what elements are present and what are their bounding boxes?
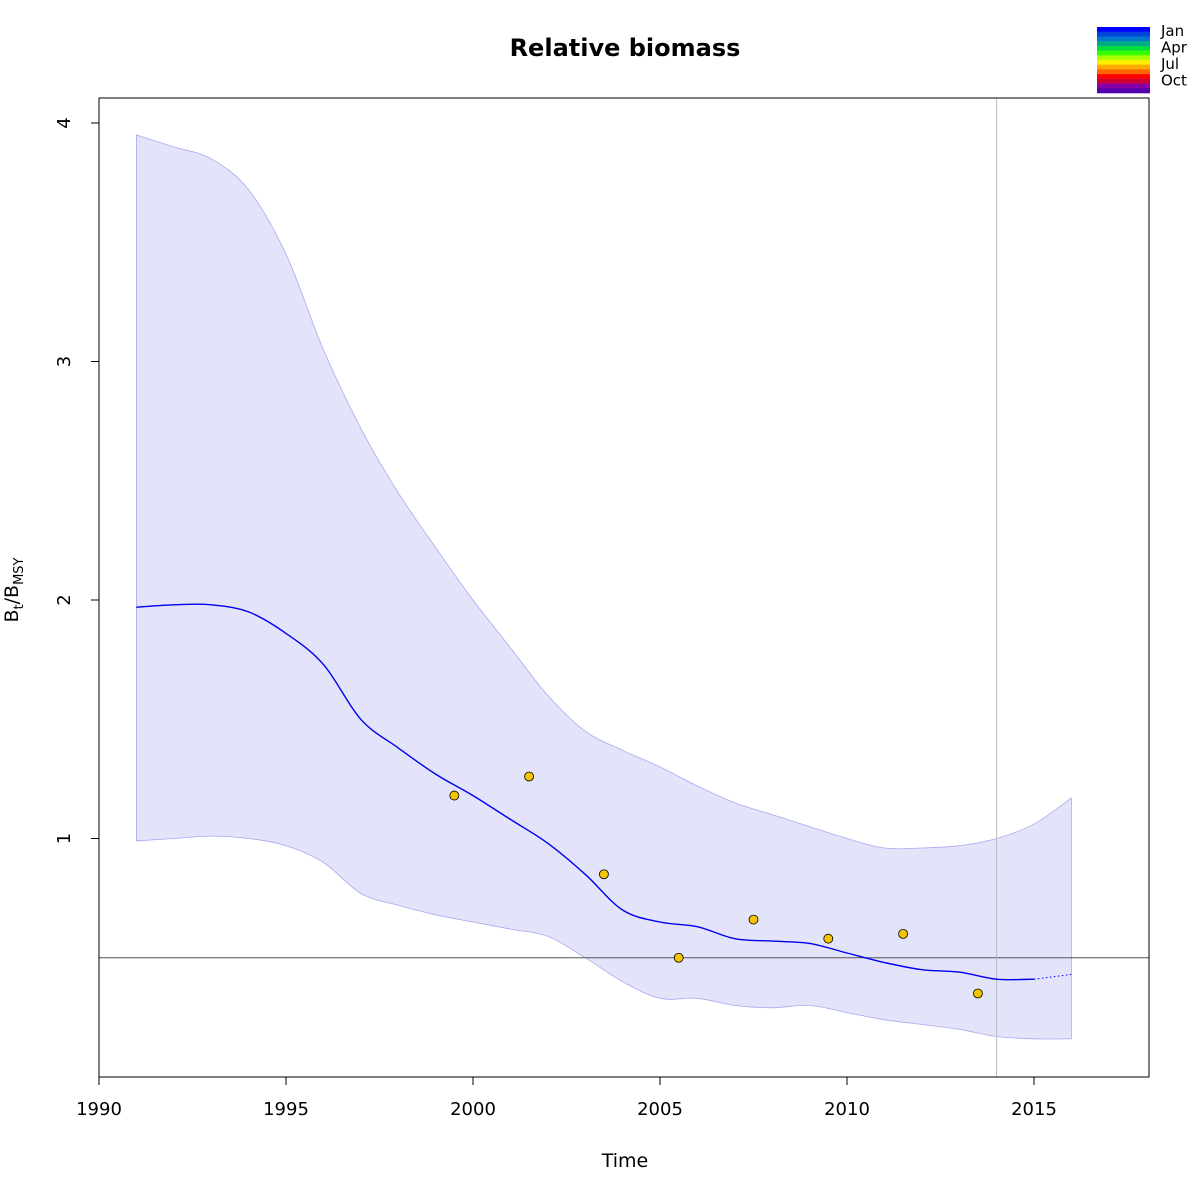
observation-point: [673, 952, 684, 963]
series-line: [136, 603, 1035, 981]
legend-swatch: [1097, 88, 1150, 94]
legend-swatch: [1097, 41, 1150, 47]
legend-swatch: [1097, 55, 1150, 61]
y-tick-label: 4: [54, 117, 75, 128]
x-tick-label: 2015: [1011, 1099, 1057, 1120]
legend-swatch: [1097, 74, 1150, 80]
legend-label: Jan: [1160, 22, 1184, 40]
observation-point: [823, 933, 834, 944]
x-tick-label: 2010: [824, 1099, 870, 1120]
observation-point: [898, 929, 908, 939]
observation-point: [524, 771, 534, 782]
legend-swatch: [1097, 60, 1150, 66]
x-axis-label: Time: [601, 1150, 649, 1172]
x-tick-label: 2005: [637, 1099, 683, 1120]
legend-swatch: [1097, 78, 1150, 84]
legend-swatch: [1097, 64, 1150, 70]
confidence-band: [136, 134, 1072, 1040]
observation-point: [599, 869, 609, 880]
legend-swatch: [1097, 45, 1150, 51]
legend-label: Oct: [1161, 72, 1187, 90]
x-tick-label: 1990: [76, 1099, 122, 1120]
observation-point: [748, 914, 759, 925]
legend-label: Apr: [1161, 39, 1188, 57]
chart-title: Relative biomass: [509, 34, 741, 62]
observation-point: [449, 790, 460, 801]
legend-swatch: [1097, 31, 1150, 37]
legend-swatch: [1097, 36, 1150, 42]
legend-swatch: [1097, 83, 1150, 89]
y-tick-label: 3: [54, 356, 75, 367]
y-tick-label: 2: [54, 594, 75, 605]
x-tick-label: 2000: [450, 1099, 496, 1120]
legend-swatch: [1097, 69, 1150, 75]
observation-point: [973, 988, 983, 999]
legend-swatch: [1097, 50, 1150, 56]
legend-swatch: [1097, 27, 1150, 33]
legend-label: Jul: [1160, 55, 1179, 73]
y-tick-label: 1: [54, 833, 75, 844]
x-tick-label: 1995: [263, 1099, 309, 1120]
